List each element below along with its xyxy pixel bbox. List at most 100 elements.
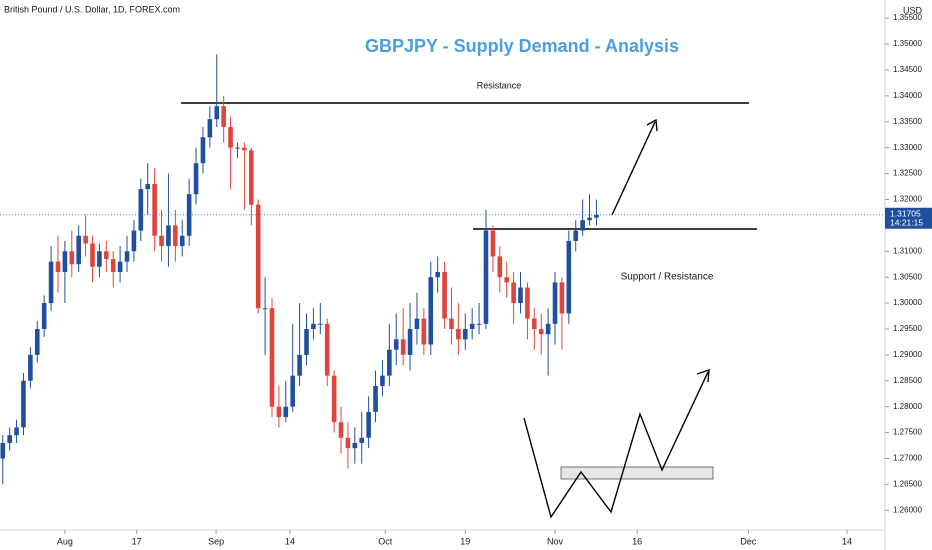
candle-body [76, 235, 81, 265]
candle-body [221, 106, 226, 127]
y-tick-label: 1.30500 [893, 272, 922, 281]
candle-body [159, 235, 164, 247]
candle-body [442, 271, 447, 319]
y-tick-label: 1.27500 [893, 428, 922, 437]
candle-body [248, 150, 254, 205]
candle-body [532, 318, 537, 329]
candle-body [55, 261, 61, 272]
candle-body [373, 385, 378, 412]
y-tick-label: 1.35500 [893, 13, 922, 22]
candle-body [131, 230, 137, 252]
y-tick-label: 1.30000 [893, 298, 922, 307]
symbol-header: British Pound / U.S. Dollar, 1D, FOREX.c… [4, 4, 180, 14]
candle-body [255, 204, 261, 309]
candle-body [124, 251, 130, 262]
candle-body [193, 163, 199, 195]
candle-body [290, 375, 295, 407]
candle-body [0, 442, 6, 459]
arrowhead [696, 369, 710, 383]
x-tick-label: Aug [57, 536, 73, 546]
candle-body [166, 225, 171, 247]
candle-body [97, 251, 102, 267]
x-tick-label: 14 [285, 536, 295, 546]
annotation: Resistance [477, 80, 522, 90]
candle-body [283, 406, 289, 418]
annotation: Support / Resistance [621, 272, 714, 283]
candle-body [387, 349, 392, 376]
candle-body [207, 119, 213, 138]
candle-body [179, 235, 185, 247]
candle-body [214, 106, 220, 120]
y-tick-label: 1.28500 [893, 376, 922, 385]
candle-body [366, 411, 371, 438]
candle-body [324, 323, 330, 376]
candle-body [200, 137, 206, 164]
candle-body [297, 354, 302, 376]
arrow [611, 121, 656, 216]
candle-body [104, 251, 109, 260]
candle-body [34, 328, 40, 355]
candle-body [83, 235, 88, 244]
candle-body [497, 256, 503, 278]
x-tick-label: 16 [632, 536, 642, 546]
candle-body [262, 308, 268, 310]
demand-zone [560, 466, 714, 480]
candle-body [462, 328, 468, 340]
candle-body [359, 437, 365, 443]
candle-body [152, 183, 157, 236]
candle-body [311, 323, 316, 329]
candle-body [345, 437, 351, 449]
x-tick-label: Dec [740, 536, 757, 546]
candle-body [407, 328, 413, 355]
candle-body [414, 318, 420, 329]
candle-body [573, 230, 579, 241]
countdown: 14:21:15 [890, 217, 923, 227]
zigzag-path [523, 371, 709, 519]
candle-body [594, 215, 599, 218]
candle-body [476, 323, 482, 325]
candle-body [14, 427, 19, 436]
x-tick-label: Oct [378, 536, 393, 546]
candle-body [518, 287, 523, 304]
candle-body [380, 375, 385, 386]
y-tick-label: 1.27000 [893, 454, 922, 463]
candle-body [525, 287, 530, 319]
candle-body [235, 147, 240, 149]
y-tick-label: 1.29500 [893, 324, 922, 333]
currency: USD [903, 5, 923, 15]
candle-body [400, 339, 406, 355]
y-tick-label: 1.32500 [893, 169, 922, 178]
arrowhead [646, 118, 658, 132]
candle-body [117, 261, 123, 272]
last-price-box [885, 207, 932, 229]
candle-body [145, 183, 151, 190]
candle-body [28, 354, 33, 381]
candle-body [276, 406, 282, 418]
y-tick-label: 1.35000 [893, 39, 922, 48]
x-tick-label: 14 [842, 536, 852, 546]
x-tick-label: Nov [547, 536, 564, 546]
candle-body [483, 230, 489, 324]
candle-body [511, 282, 516, 304]
candle-body [41, 303, 47, 329]
candle-body [352, 442, 358, 449]
candle-body [228, 126, 233, 148]
candle-body [538, 328, 544, 335]
candle-body [331, 375, 337, 423]
y-tick-label: 1.26500 [893, 480, 922, 489]
candle-body [90, 243, 95, 267]
x-tick-label: 17 [132, 536, 142, 546]
candle-body [504, 277, 510, 283]
candle-body [421, 318, 427, 345]
candle-body [393, 339, 399, 350]
candle-body [269, 308, 275, 407]
y-tick-label: 1.29000 [893, 350, 922, 359]
candle-body [587, 217, 592, 221]
chart-title: GBPJPY - Supply Demand - Analysis [365, 36, 679, 56]
candle-body [110, 259, 116, 272]
y-tick-label: 1.28000 [893, 402, 922, 411]
candle-body [242, 147, 247, 151]
candle-body [48, 261, 54, 304]
